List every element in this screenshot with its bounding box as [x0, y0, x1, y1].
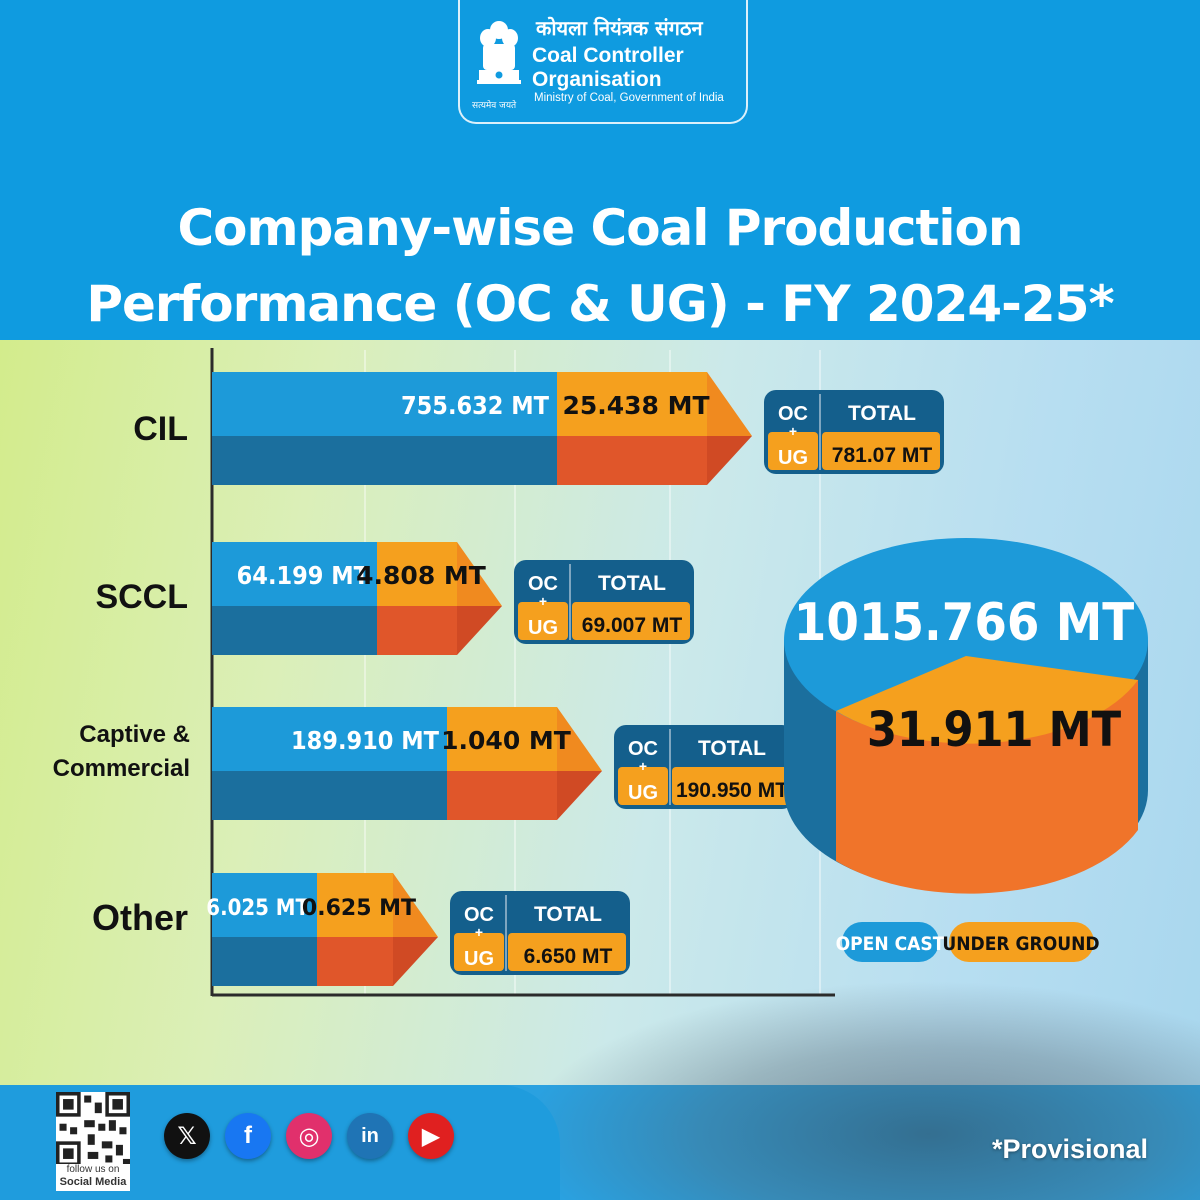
bar-oc-label: 6.025 MT: [206, 896, 309, 921]
bar-oc-label: 189.910 MT: [291, 726, 440, 755]
bar-ug: [447, 707, 557, 771]
legend-oc-label: OPEN CAST: [836, 933, 945, 955]
ug-bg: [454, 933, 504, 971]
bar-ug-tip: [393, 873, 438, 937]
coal-rocks-image: [520, 980, 1200, 1200]
bar-oc-shadow: [212, 937, 317, 986]
total-header: TOTAL: [534, 903, 602, 926]
bar-ug-shadow: [377, 606, 457, 655]
bar-oc: [212, 542, 377, 606]
page-title: Company-wise Coal Production Performance…: [0, 190, 1200, 342]
ug-bg: [518, 602, 568, 640]
total-value-bg: [672, 767, 790, 805]
x-icon[interactable]: 𝕏: [164, 1113, 210, 1159]
qr-caption: follow us on Social Media: [56, 1164, 130, 1191]
pie-ug-label: 31.911 MT: [867, 702, 1122, 758]
total-ug-label: UG: [528, 617, 558, 639]
total-value-bg: [508, 933, 626, 971]
national-emblem-icon: [477, 21, 521, 84]
bar-oc-label: 755.632 MT: [401, 391, 550, 420]
bar-ug-tip: [557, 707, 602, 771]
bar-ug-tip: [707, 372, 752, 436]
ug-bg: [618, 767, 668, 805]
bar-ug-label: 0.625 MT: [302, 896, 416, 921]
header-banner: सत्यमेव जयते कोयला नियंत्रक संगठन Coal C…: [0, 0, 1200, 340]
qr-caption-line-2: Social Media: [59, 1176, 127, 1188]
category-label: SCCL: [95, 578, 188, 616]
ug-bg: [768, 432, 818, 470]
bar-ug-tip-shadow: [707, 436, 752, 485]
provisional-note: *Provisional: [992, 1134, 1149, 1164]
category-label-line-2: Commercial: [53, 755, 190, 782]
total-value: 6.650 MT: [524, 945, 613, 968]
total-value: 781.07 MT: [832, 444, 933, 467]
pie-ug-slice: [836, 656, 1138, 744]
bar-oc-shadow: [212, 606, 377, 655]
motto-text: सत्यमेव जयते: [472, 101, 517, 111]
legend-ug-label: UNDER GROUND: [942, 933, 1099, 955]
bar-oc-label: 64.199 MT: [237, 561, 370, 590]
total-value: 69.007 MT: [582, 614, 683, 637]
youtube-icon[interactable]: ▶: [408, 1113, 454, 1159]
bar-ug: [557, 372, 707, 436]
category-label-line-1: Captive &: [79, 721, 190, 748]
legend-ug-swatch: [949, 922, 1094, 962]
total-value-bg: [572, 602, 690, 640]
facebook-icon[interactable]: f: [225, 1113, 271, 1159]
org-subtitle: Ministry of Coal, Government of India: [534, 92, 724, 104]
instagram-icon[interactable]: ◎: [286, 1113, 332, 1159]
title-line-1: Company-wise Coal Production: [177, 199, 1023, 257]
bar-ug-tip-shadow: [457, 606, 502, 655]
total-oc-label: OC: [464, 904, 494, 926]
total-ug-label: UG: [464, 948, 494, 970]
title-line-2: Performance (OC & UG) - FY 2024-25*: [86, 275, 1114, 333]
total-oc-label: OC: [528, 573, 558, 595]
bar-oc: [212, 707, 447, 771]
bar-ug-tip-shadow: [393, 937, 438, 986]
category-label: Other: [92, 897, 188, 938]
org-name: Coal Controller Organisation: [532, 44, 684, 91]
org-name-hindi: कोयला नियंत्रक संगठन: [536, 16, 703, 40]
logo-box: सत्यमेव जयते कोयला नियंत्रक संगठन Coal C…: [458, 0, 748, 124]
qr-code-icon[interactable]: [56, 1092, 130, 1166]
total-ug-label: UG: [778, 447, 808, 469]
total-plus-label: +: [789, 423, 797, 439]
bar-oc: [212, 873, 317, 937]
bar-ug: [317, 873, 393, 937]
bar-ug-shadow: [557, 436, 707, 485]
bar-ug: [377, 542, 457, 606]
total-oc-label: OC: [628, 738, 658, 760]
total-plus-label: +: [639, 758, 647, 774]
total-plus-label: +: [539, 593, 547, 609]
total-header: TOTAL: [848, 402, 916, 425]
pie-oc-label: 1015.766 MT: [794, 593, 1134, 653]
linkedin-icon[interactable]: in: [347, 1113, 393, 1159]
total-ug-label: UG: [628, 782, 658, 804]
total-plus-label: +: [475, 924, 483, 940]
bar-oc: [212, 372, 557, 436]
bar-ug-shadow: [317, 937, 393, 986]
total-header: TOTAL: [698, 737, 766, 760]
bar-oc-shadow: [212, 771, 447, 820]
bar-ug-tip-shadow: [557, 771, 602, 820]
bar-oc-shadow: [212, 436, 557, 485]
qr-caption-line-1: follow us on: [66, 1164, 120, 1175]
bar-ug-shadow: [447, 771, 557, 820]
total-value: 190.950 MT: [676, 779, 788, 802]
legend-oc-swatch: [842, 922, 939, 962]
bar-ug-label: 4.808 MT: [356, 561, 486, 590]
total-header: TOTAL: [598, 572, 666, 595]
category-label: CIL: [133, 410, 188, 448]
total-oc-label: OC: [778, 403, 808, 425]
total-value-bg: [822, 432, 940, 470]
bar-ug-label: 25.438 MT: [562, 391, 709, 420]
bar-ug-label: 1.040 MT: [441, 726, 571, 755]
bar-ug-tip: [457, 542, 502, 606]
